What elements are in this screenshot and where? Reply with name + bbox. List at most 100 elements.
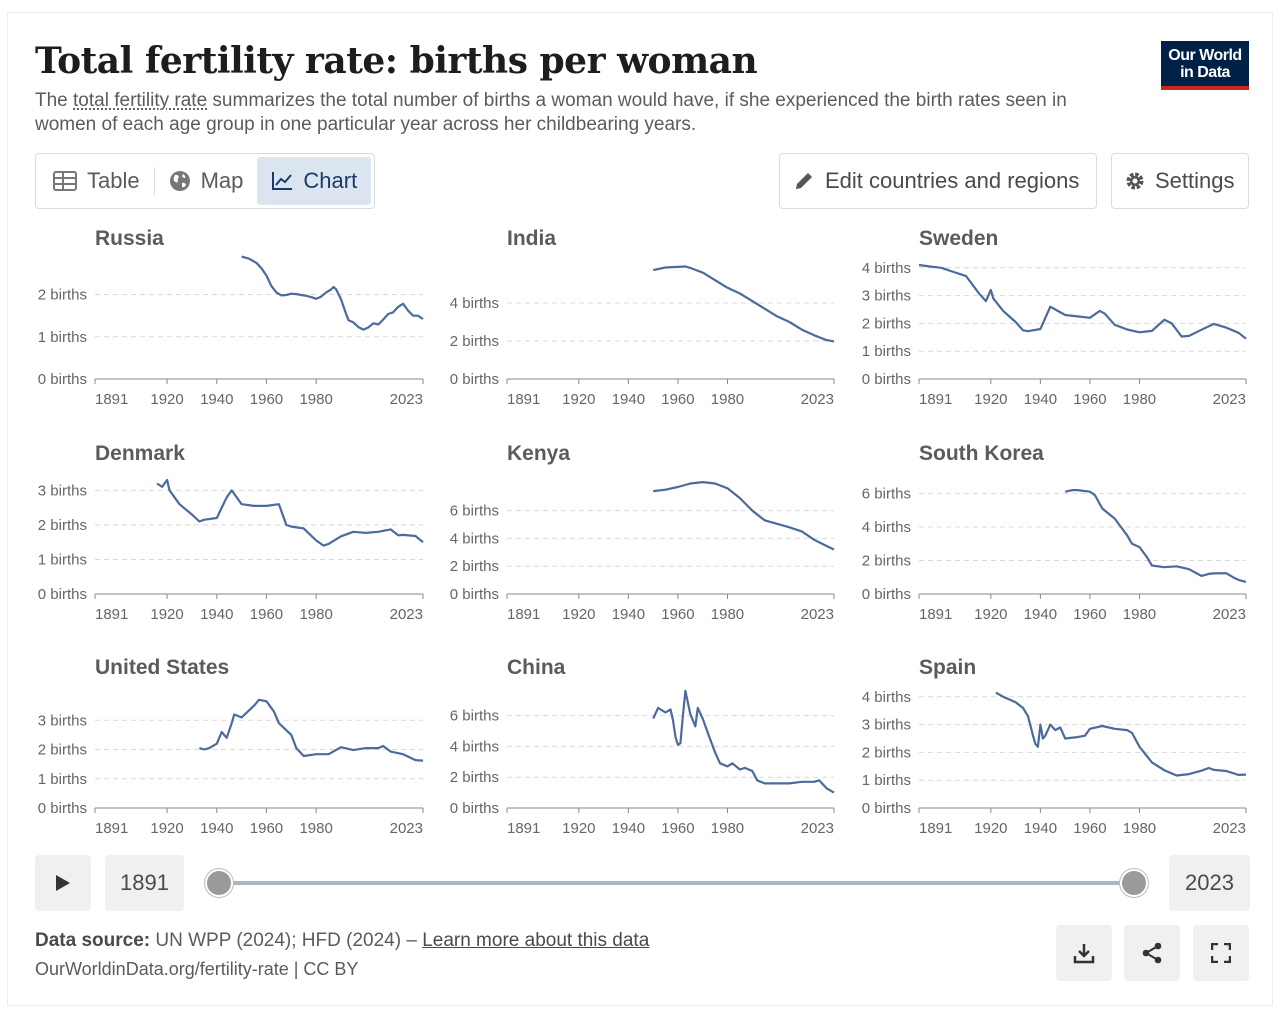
learn-more-link[interactable]: Learn more about this data xyxy=(422,930,650,951)
settings-label: Settings xyxy=(1155,168,1235,193)
logo-line-2: in Data xyxy=(1180,64,1230,81)
x-tick-label-russia: 1891 xyxy=(95,391,128,408)
panel-title-denmark: Denmark xyxy=(95,442,185,465)
y-tick-label-south-korea: 6 births xyxy=(862,485,911,502)
x-tick-label-spain: 1940 xyxy=(1024,820,1057,837)
timeline-end-handle[interactable] xyxy=(1120,869,1148,897)
gear-icon xyxy=(1126,172,1144,190)
x-tick-label-spain: 1960 xyxy=(1073,820,1106,837)
x-tick-label-sweden: 1940 xyxy=(1024,391,1057,408)
view-tabs: Table Map Chart xyxy=(35,153,376,209)
y-tick-label-spain: 3 births xyxy=(862,717,911,734)
timeline-end-year[interactable]: 2023 xyxy=(1169,855,1250,911)
y-tick-label-spain: 4 births xyxy=(862,689,911,706)
panel-title-kenya: Kenya xyxy=(507,442,570,465)
x-tick-label-spain: 1980 xyxy=(1123,820,1156,837)
y-tick-label-south-korea: 2 births xyxy=(862,552,911,569)
series-line-kenya xyxy=(653,481,835,551)
table-icon xyxy=(53,171,77,191)
x-tick-label-china: 1980 xyxy=(711,820,744,837)
timeline-start-year[interactable]: 1891 xyxy=(105,855,184,911)
x-tick-label-sweden: 1980 xyxy=(1123,391,1156,408)
x-tick-label-kenya: 1891 xyxy=(507,606,540,623)
panel-title-south-korea: South Korea xyxy=(919,442,1044,465)
x-tick-label-south-korea: 2023 xyxy=(1213,606,1246,623)
data-source-label: Data source: xyxy=(35,930,151,951)
x-tick-label-united-states: 1940 xyxy=(200,820,233,837)
x-tick-label-russia: 1920 xyxy=(150,391,183,408)
x-tick-label-denmark: 1960 xyxy=(250,606,283,623)
owid-logo[interactable]: Our World in Data xyxy=(1161,41,1249,90)
timeline-start-handle[interactable] xyxy=(205,869,233,897)
y-tick-label-spain: 0 births xyxy=(862,800,911,817)
y-tick-label-denmark: 3 births xyxy=(38,482,87,499)
x-tick-label-russia: 1980 xyxy=(299,391,332,408)
x-tick-label-spain: 2023 xyxy=(1213,820,1246,837)
y-tick-label-denmark: 1 births xyxy=(38,551,87,568)
x-tick-label-india: 1980 xyxy=(711,391,744,408)
subtitle-text: summarizes the total number of births a … xyxy=(35,90,1067,135)
panel-title-russia: Russia xyxy=(95,227,164,250)
y-tick-label-india: 4 births xyxy=(450,295,499,312)
play-icon xyxy=(56,875,70,891)
x-tick-label-sweden: 1891 xyxy=(919,391,952,408)
y-tick-label-united-states: 2 births xyxy=(38,742,87,759)
x-tick-label-kenya: 1940 xyxy=(612,606,645,623)
glossary-term-link[interactable]: total fertility rate xyxy=(73,90,208,111)
y-tick-label-russia: 1 births xyxy=(38,329,87,346)
play-button[interactable] xyxy=(35,855,91,911)
series-line-india xyxy=(652,265,835,343)
x-tick-label-kenya: 1920 xyxy=(562,606,595,623)
globe-icon xyxy=(169,171,190,191)
x-tick-label-spain: 1891 xyxy=(919,820,952,837)
tab-table-label: Table xyxy=(87,168,140,193)
edit-countries-button[interactable]: Edit countries and regions xyxy=(779,153,1097,209)
y-tick-label-sweden: 3 births xyxy=(862,288,911,305)
x-tick-label-south-korea: 1980 xyxy=(1123,606,1156,623)
panel-title-united-states: United States xyxy=(95,656,229,679)
download-button[interactable] xyxy=(1056,925,1112,981)
x-tick-label-sweden: 2023 xyxy=(1213,391,1246,408)
x-tick-label-united-states: 1960 xyxy=(250,820,283,837)
tab-chart-label: Chart xyxy=(303,168,358,193)
data-source-text: UN WPP (2024); HFD (2024) – xyxy=(155,930,417,951)
x-tick-label-united-states: 1891 xyxy=(95,820,128,837)
series-line-sweden xyxy=(918,263,1247,340)
y-tick-label-kenya: 2 births xyxy=(450,558,499,575)
x-tick-label-india: 1920 xyxy=(562,391,595,408)
tab-map[interactable]: Map xyxy=(155,157,258,205)
panel-title-sweden: Sweden xyxy=(919,227,998,250)
x-tick-label-denmark: 1920 xyxy=(150,606,183,623)
small-multiples-chart: Russia 0 births 1 births 2 births 1891 1920 19… xyxy=(38,227,1247,837)
x-tick-label-russia: 2023 xyxy=(390,391,423,408)
x-tick-label-united-states: 1980 xyxy=(299,820,332,837)
x-tick-label-south-korea: 1960 xyxy=(1073,606,1106,623)
fullscreen-button[interactable] xyxy=(1193,925,1249,981)
series-line-denmark xyxy=(156,478,424,547)
y-tick-label-denmark: 2 births xyxy=(38,517,87,534)
fullscreen-icon xyxy=(1211,943,1231,963)
y-tick-label-china: 0 births xyxy=(450,800,499,817)
y-tick-label-denmark: 0 births xyxy=(38,586,87,603)
tab-table[interactable]: Table xyxy=(39,157,154,205)
y-tick-label-china: 4 births xyxy=(450,738,499,755)
tab-divider xyxy=(153,167,155,195)
y-tick-label-india: 0 births xyxy=(450,371,499,388)
settings-button[interactable]: Settings xyxy=(1111,153,1249,209)
x-tick-label-sweden: 1960 xyxy=(1073,391,1106,408)
series-line-united-states xyxy=(199,698,424,762)
series-line-south-korea xyxy=(1064,489,1247,583)
x-tick-label-sweden: 1920 xyxy=(974,391,1007,408)
download-icon xyxy=(1073,944,1095,964)
chart-frame xyxy=(7,12,1273,1006)
tab-chart[interactable]: Chart xyxy=(257,157,372,205)
timeline-track[interactable] xyxy=(219,881,1134,885)
y-tick-label-russia: 0 births xyxy=(38,371,87,388)
y-tick-label-united-states: 1 births xyxy=(38,771,87,788)
y-tick-label-kenya: 0 births xyxy=(450,586,499,603)
x-tick-label-kenya: 1980 xyxy=(711,606,744,623)
x-tick-label-russia: 1960 xyxy=(250,391,283,408)
x-tick-label-china: 1920 xyxy=(562,820,595,837)
chart-subtitle: The total fertility rate summarizes the … xyxy=(35,89,1115,137)
share-button[interactable] xyxy=(1124,925,1180,981)
